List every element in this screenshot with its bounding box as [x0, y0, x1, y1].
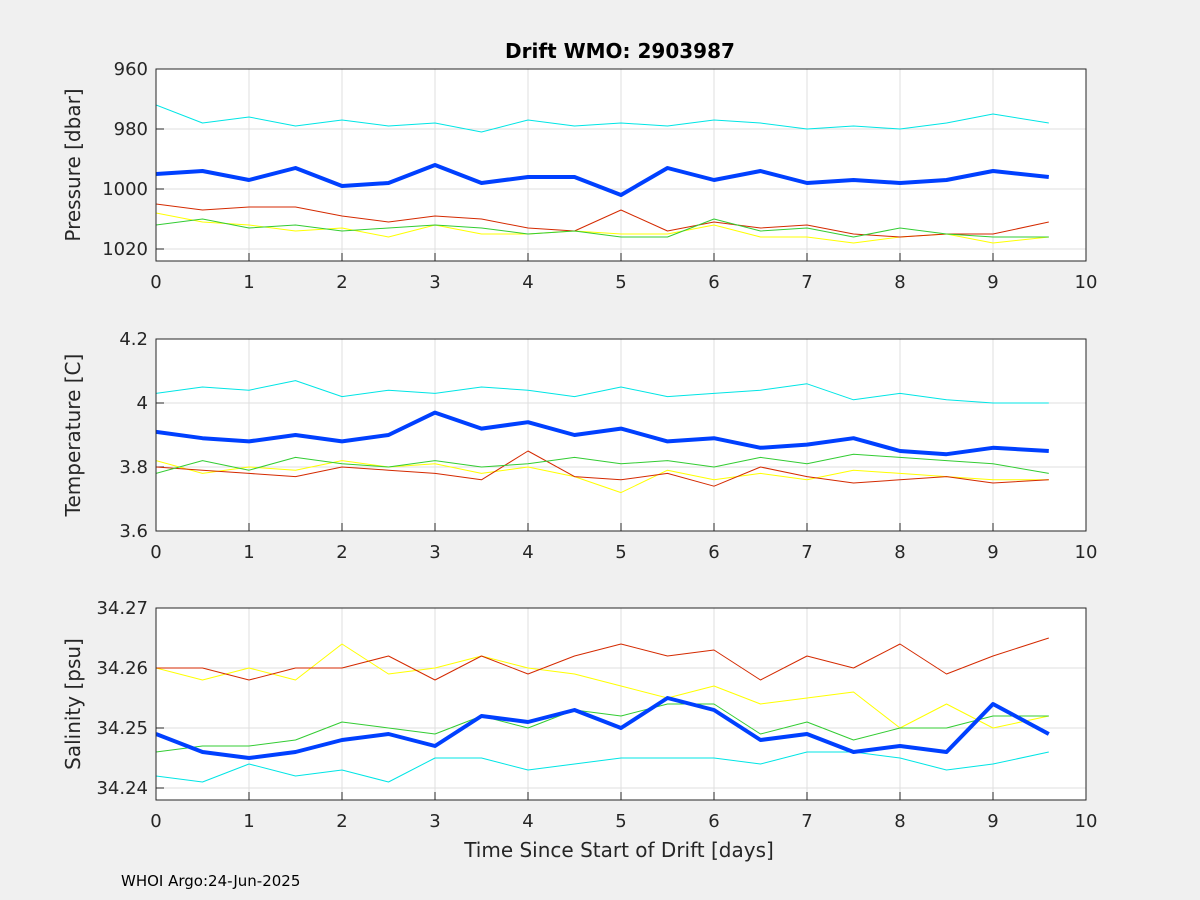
pressure-xtick-label: 0 [150, 272, 161, 293]
salinity-series-line-2 [156, 643, 1049, 729]
temperature-xtick-label: 6 [708, 542, 719, 563]
temperature-xtick-label: 7 [801, 542, 812, 563]
temperature-xtick-label: 5 [615, 542, 626, 563]
temperature-xtick-label: 1 [243, 542, 254, 563]
temperature-series-line-1 [156, 410, 1049, 457]
pressure-xtick-label: 3 [429, 272, 440, 293]
pressure-xtick-label: 1 [243, 272, 254, 293]
pressure-axes-box [155, 68, 1087, 262]
temperature-axes-box [155, 338, 1087, 532]
salinity-xtick-label: 10 [1075, 811, 1098, 832]
salinity-ytick-label: 34.26 [96, 658, 148, 679]
temperature-ytick-label: 3.8 [119, 457, 148, 478]
pressure-ytick-label: 1020 [102, 239, 148, 260]
temperature-xtick-label: 0 [150, 542, 161, 563]
pressure-xtick-label: 4 [522, 272, 533, 293]
pressure-xtick-label: 6 [708, 272, 719, 293]
salinity-xtick-label: 5 [615, 811, 626, 832]
temperature-ytick-label: 4 [137, 393, 148, 414]
temperature-series-line-3 [156, 450, 1049, 487]
pressure-xtick-label: 7 [801, 272, 812, 293]
pressure-xtick-label: 8 [894, 272, 905, 293]
temperature-xtick-label: 8 [894, 542, 905, 563]
salinity-ytick-label: 34.24 [96, 778, 148, 799]
temperature-xtick-label: 2 [336, 542, 347, 563]
pressure-series-line-0 [156, 104, 1049, 133]
temperature-series-line-4 [156, 453, 1049, 474]
salinity-xtick-label: 0 [150, 811, 161, 832]
pressure-xtick-label: 2 [336, 272, 347, 293]
pressure-panel: 0 1 2 3 4 5 6 7 8 9 10 960 980 1000 1020 Pressure [dbar… [61, 59, 1097, 293]
temperature-xtick-label: 9 [987, 542, 998, 563]
pressure-xtick-label: 5 [615, 272, 626, 293]
salinity-series-line-0 [156, 751, 1049, 783]
pressure-series-line-4 [156, 218, 1049, 238]
temperature-panel: 0 1 2 3 4 5 6 7 8 9 10 3.6 3.8 4 4.2 Temperature [C] [61, 329, 1097, 563]
pressure-series-group [156, 104, 1050, 244]
salinity-axes-box [155, 607, 1087, 801]
salinity-panel: 0 1 2 3 4 5 6 7 8 9 10 34.24 34.25 34.26 34.27 Salinity… [61, 598, 1097, 862]
pressure-series-line-1 [156, 163, 1050, 197]
temperature-ylabel: Temperature [C] [61, 354, 85, 518]
pressure-xtick-label: 9 [987, 272, 998, 293]
salinity-xtick-label: 1 [243, 811, 254, 832]
pressure-ytick-label: 980 [114, 119, 148, 140]
pressure-xtick-label: 10 [1075, 272, 1098, 293]
salinity-xtick-label: 2 [336, 811, 347, 832]
salinity-ytick-label: 34.27 [96, 598, 148, 619]
salinity-xtick-label: 7 [801, 811, 812, 832]
pressure-ytick-label: 960 [114, 59, 148, 80]
temperature-xtick-label: 4 [522, 542, 533, 563]
salinity-ytick-label: 34.25 [96, 718, 148, 739]
temperature-ytick-label: 4.2 [119, 329, 148, 350]
pressure-series-line-2 [156, 212, 1049, 244]
salinity-xtick-label: 4 [522, 811, 533, 832]
footer-credit: WHOI Argo:24-Jun-2025 [121, 872, 301, 890]
temperature-series-group [156, 380, 1049, 494]
pressure-ytick-label: 1000 [102, 179, 148, 200]
salinity-xtick-label: 3 [429, 811, 440, 832]
chart-title: Drift WMO: 2903987 [505, 39, 735, 63]
salinity-series-line-1 [156, 696, 1050, 760]
salinity-series-group [156, 637, 1050, 783]
salinity-xtick-label: 8 [894, 811, 905, 832]
temperature-ytick-label: 3.6 [119, 521, 148, 542]
salinity-ylabel: Salinity [psu] [61, 638, 85, 770]
salinity-series-line-3 [156, 637, 1049, 681]
salinity-xtick-label: 9 [987, 811, 998, 832]
temperature-series-line-2 [156, 460, 1049, 494]
temperature-xtick-label: 10 [1075, 542, 1098, 563]
pressure-series-line-3 [156, 203, 1049, 238]
salinity-series-line-4 [156, 703, 1049, 753]
pressure-ylabel: Pressure [dbar] [61, 88, 85, 241]
salinity-xtick-label: 6 [708, 811, 719, 832]
temperature-xtick-label: 3 [429, 542, 440, 563]
salinity-xlabel: Time Since Start of Drift [days] [463, 838, 774, 862]
temperature-series-line-0 [156, 380, 1049, 404]
